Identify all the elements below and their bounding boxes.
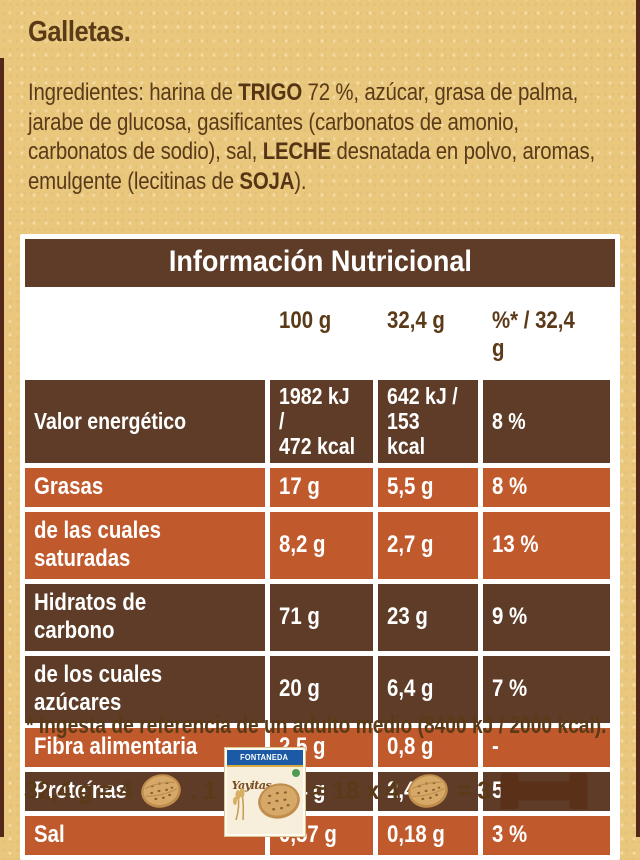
row-value-portion: 23 g bbox=[378, 584, 478, 652]
ingredients-text: Ingredientes: harina de TRIGO 72 %, azúc… bbox=[28, 79, 596, 195]
row-value-portion: 642 kJ / 153 kcal bbox=[378, 380, 478, 464]
row-label: Valor energético bbox=[25, 380, 265, 464]
package-eco-badge-icon bbox=[291, 769, 300, 777]
row-value-portion: 2,7 g bbox=[378, 512, 478, 580]
package-left-edge bbox=[0, 58, 4, 837]
equation-part-4: = 3 bbox=[456, 776, 491, 805]
wheat-icon bbox=[230, 787, 256, 828]
serving-equation: 32,4 g = 4 . 1 FONTANEDA Yayitas bbox=[24, 746, 624, 836]
row-value-portion: 6,4 g bbox=[378, 656, 478, 724]
reference-intake-footnote: * Ingesta de referencia de un adulto med… bbox=[26, 712, 607, 739]
row-value-percent: 13 % bbox=[483, 512, 610, 580]
equation-part-1: 32,4 g = 4 bbox=[24, 776, 133, 805]
column-header-100g: 100 g bbox=[279, 307, 332, 334]
package-brand-label: FONTANEDA bbox=[240, 753, 289, 762]
column-header-portion: 32,4 g bbox=[387, 307, 445, 334]
table-row-energy: Valor energético 1982 kJ / 472 kcal 642 … bbox=[25, 380, 615, 464]
biscuit-package-image: FONTANEDA Yayitas bbox=[224, 748, 305, 836]
row-value-100g: 1982 kJ / 472 kcal bbox=[270, 380, 373, 464]
row-value-100g: 8,2 g bbox=[270, 512, 373, 580]
package-brand-band: FONTANEDA bbox=[226, 750, 303, 767]
product-title-text: Galletas. bbox=[28, 16, 131, 48]
row-value-percent: - bbox=[483, 728, 610, 768]
row-value-100g: 17 g bbox=[270, 468, 373, 508]
cookie-icon bbox=[407, 772, 449, 810]
cookie-icon bbox=[257, 781, 301, 828]
row-label: de los cuales azúcares bbox=[25, 656, 265, 724]
row-value-portion: 5,5 g bbox=[378, 468, 478, 508]
row-label: Hidratos de carbono bbox=[25, 584, 265, 652]
cookie-icon bbox=[140, 772, 182, 810]
column-header-percent: %* / 32,4 g bbox=[492, 307, 575, 362]
biscuit-bar-icon bbox=[499, 771, 589, 811]
table-row-carbohydrates: Hidratos de carbono 71 g 23 g 9 % bbox=[25, 584, 615, 652]
table-row-sugars: de los cuales azúcares 20 g 6,4 g 7 % bbox=[25, 656, 615, 724]
row-value-percent: 8 % bbox=[483, 468, 610, 508]
column-header-empty bbox=[25, 307, 265, 363]
nutrition-table-title: Información Nutricional bbox=[25, 239, 615, 287]
package-right-edge bbox=[636, 0, 640, 837]
product-title: Galletas. bbox=[28, 16, 144, 49]
row-value-percent: 7 % bbox=[483, 656, 610, 724]
row-value-100g: 71 g bbox=[270, 584, 373, 652]
row-label: Grasas bbox=[25, 468, 265, 508]
table-row-fat: Grasas 17 g 5,5 g 8 % bbox=[25, 468, 615, 508]
row-value-100g: 20 g bbox=[270, 656, 373, 724]
row-value-portion: 0,8 g bbox=[378, 728, 478, 768]
row-label: de las cuales saturadas bbox=[25, 512, 265, 580]
equation-part-3: ≈ 18 x 4 bbox=[312, 776, 400, 805]
row-value-percent: 8 % bbox=[483, 380, 610, 464]
table-row-saturated-fat: de las cuales saturadas 8,2 g 2,7 g 13 % bbox=[25, 512, 615, 580]
row-value-percent: 9 % bbox=[483, 584, 610, 652]
equation-part-2: . 1 bbox=[190, 776, 217, 805]
nutrition-table-column-headers: 100 g 32,4 g %* / 32,4 g bbox=[25, 287, 615, 375]
